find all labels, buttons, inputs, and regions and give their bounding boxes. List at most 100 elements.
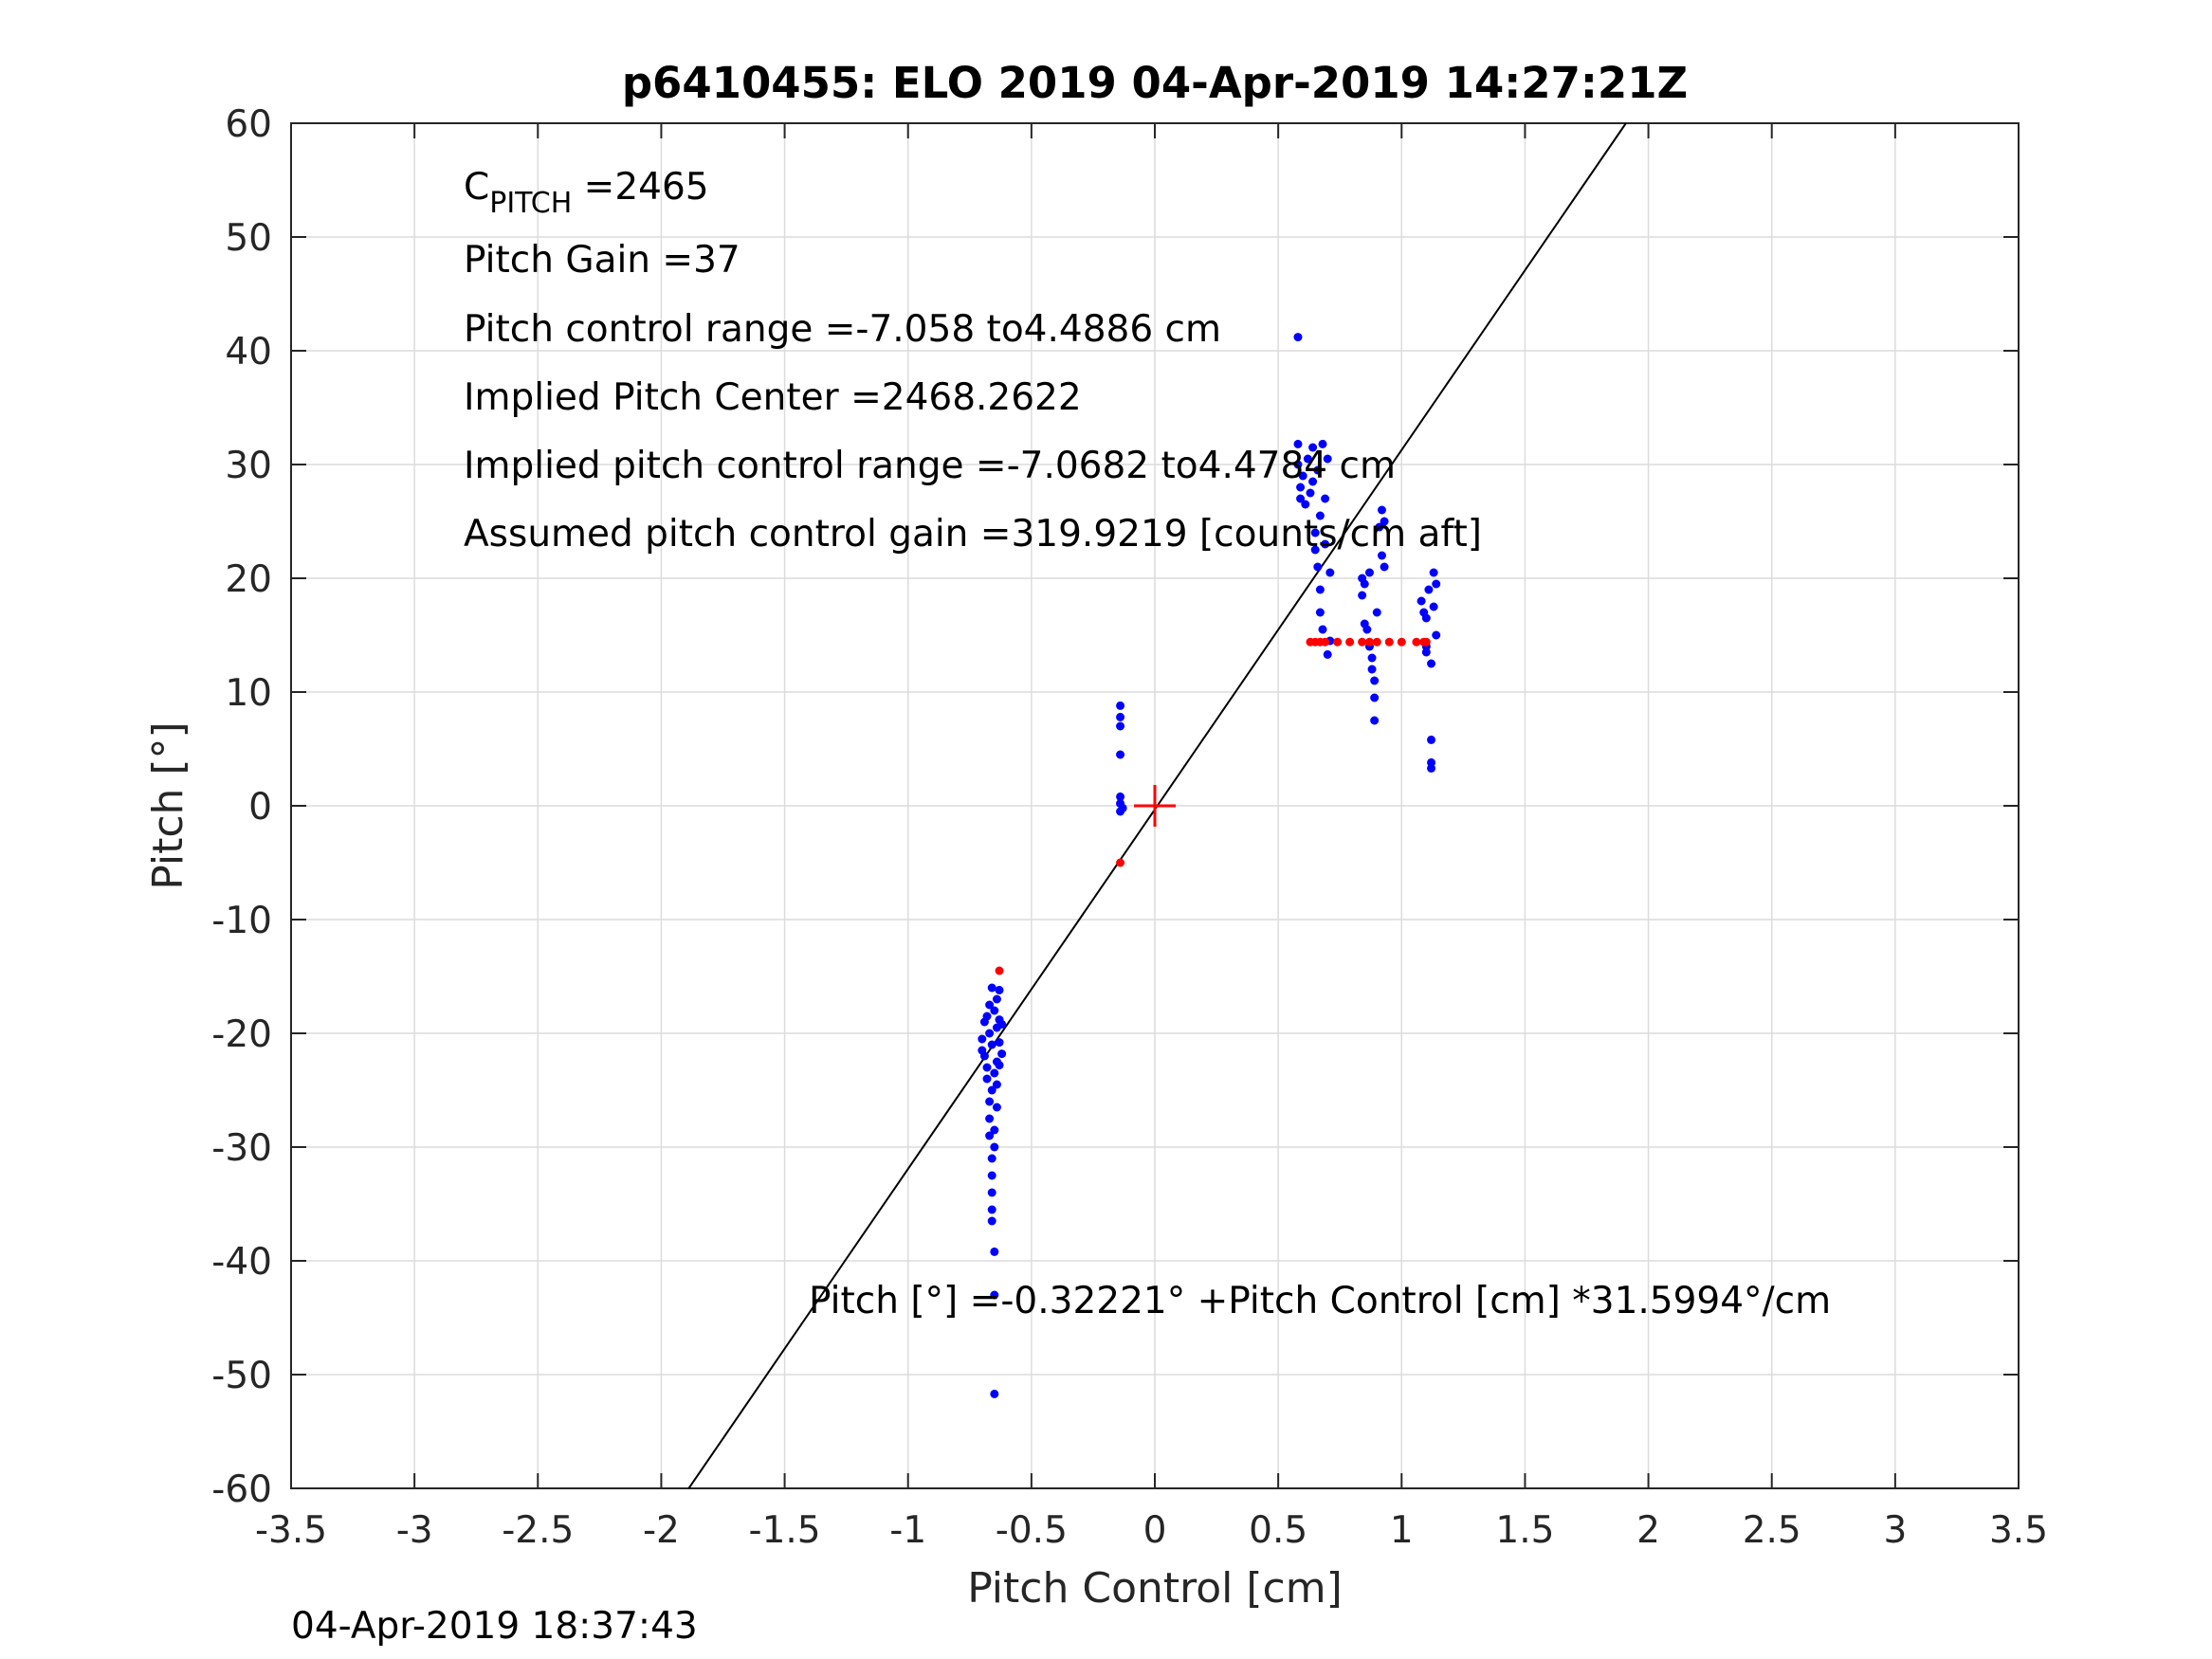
data-point-red [995, 966, 1004, 975]
annotation-pitch-gain: Pitch Gain =37 [464, 239, 740, 282]
x-tick-label: -1.5 [749, 1509, 821, 1552]
data-point-blue [1377, 551, 1386, 560]
x-tick-label: 0.5 [1249, 1509, 1307, 1552]
data-point-blue [985, 1114, 995, 1123]
data-point-blue [1296, 494, 1306, 503]
data-point-red [1358, 637, 1367, 647]
y-tick-label: 10 [225, 672, 272, 715]
data-point-blue [1370, 693, 1380, 702]
data-point-blue [1377, 505, 1386, 515]
data-point-blue [1116, 750, 1125, 759]
data-point-red [1333, 637, 1343, 647]
x-tick-label: -2.5 [502, 1509, 574, 1552]
data-point-blue [987, 1040, 996, 1049]
data-point-blue [987, 983, 996, 993]
timestamp: 04-Apr-2019 18:37:43 [291, 1605, 698, 1648]
data-point-red [1345, 637, 1355, 647]
data-point-blue [1321, 494, 1330, 503]
data-point-red [1412, 637, 1421, 647]
data-point-blue [995, 985, 1004, 994]
data-point-blue [1116, 792, 1125, 801]
y-tick-label: -10 [211, 900, 272, 942]
data-point-blue [985, 1131, 995, 1140]
data-point-blue [987, 1188, 996, 1197]
data-point-blue [990, 1389, 999, 1398]
annotation-control-range: Pitch control range =-7.058 to4.4886 cm [464, 308, 1221, 351]
data-point-blue [990, 1247, 999, 1256]
data-point-blue [1293, 333, 1303, 342]
cpitch-symbol: C [464, 166, 489, 209]
data-point-blue [1293, 460, 1303, 469]
data-point-blue [1296, 483, 1306, 492]
data-point-blue [1310, 528, 1320, 538]
y-tick-label: 60 [225, 103, 272, 146]
x-tick-label: 3 [1883, 1509, 1907, 1552]
x-tick-labels: -3.5 -3 -2.5 -2 -1.5 -1 -0.5 0 0.5 1 1.5 2 2.5 3 3.5 [255, 1509, 2048, 1552]
data-point-blue [1417, 596, 1426, 606]
y-tick-label: -40 [211, 1241, 272, 1284]
data-point-blue [992, 994, 1001, 1004]
data-point-blue [1301, 500, 1310, 509]
x-tick-label: 0 [1143, 1509, 1167, 1552]
data-point-blue [1432, 579, 1441, 589]
data-point-blue [1303, 454, 1312, 464]
data-point-blue [1375, 522, 1384, 532]
y-tick-label: -30 [211, 1127, 272, 1170]
data-point-blue [1116, 712, 1125, 721]
data-point-blue [982, 1063, 992, 1072]
data-point-blue [1372, 608, 1381, 617]
data-point-blue [1308, 477, 1318, 486]
data-point-blue [1310, 545, 1320, 555]
annotation-implied-range: Implied pitch control range =-7.0682 to4… [464, 445, 1396, 487]
data-point-blue [992, 1103, 1001, 1112]
data-point-red [1321, 637, 1330, 647]
x-tick-label: 1.5 [1495, 1509, 1554, 1552]
y-tick-label: 40 [225, 331, 272, 374]
data-point-blue [1298, 471, 1307, 481]
center-marker [1134, 785, 1176, 827]
grid [290, 122, 2020, 1489]
data-point-red [1421, 637, 1431, 647]
data-point-blue [990, 1125, 999, 1135]
y-tick-label: -20 [211, 1013, 272, 1056]
data-point-blue [987, 1216, 996, 1226]
data-point-blue [1293, 439, 1303, 448]
x-tick-label: -3.5 [255, 1509, 327, 1552]
data-point-blue [987, 1154, 996, 1163]
data-point-blue [995, 1038, 1004, 1048]
data-point-blue [1429, 568, 1438, 577]
data-point-blue [1360, 579, 1369, 589]
data-point-blue [1370, 716, 1380, 725]
data-point-blue [979, 1051, 989, 1061]
data-point-blue [1323, 454, 1332, 464]
annotation-cpitch: CPITCH =2465 [464, 166, 709, 220]
data-point-blue [1364, 568, 1374, 577]
x-tick-label: 3.5 [1989, 1509, 2048, 1552]
data-point-blue [1321, 539, 1330, 549]
data-point-blue [990, 1006, 999, 1015]
data-point-blue [997, 1049, 1007, 1059]
y-tick-label: -60 [211, 1468, 272, 1511]
data-point-blue [1318, 439, 1327, 448]
cpitch-value: =2465 [572, 166, 708, 209]
data-point-blue [985, 1029, 995, 1038]
y-tick-label: -50 [211, 1355, 272, 1397]
data-point-blue [1432, 630, 1441, 640]
data-point-blue [1427, 735, 1436, 744]
data-point-blue [1370, 676, 1380, 685]
annotation-assumed-gain: Assumed pitch control gain =319.9219 [co… [464, 513, 1482, 556]
data-point-blue [1325, 568, 1335, 577]
data-point-blue [987, 1085, 996, 1095]
data-point-blue [1358, 591, 1367, 600]
data-point-blue [990, 1068, 999, 1078]
data-point-blue [987, 1205, 996, 1214]
data-point-blue [987, 1171, 996, 1180]
axis-ticks [290, 122, 2020, 1489]
data-point-blue [1118, 803, 1127, 812]
cpitch-subscript: PITCH [489, 187, 572, 220]
y-tick-label: 0 [248, 786, 272, 829]
x-tick-label: -1 [889, 1509, 926, 1552]
data-point-red [1364, 637, 1374, 647]
y-tick-label: 20 [225, 558, 272, 601]
